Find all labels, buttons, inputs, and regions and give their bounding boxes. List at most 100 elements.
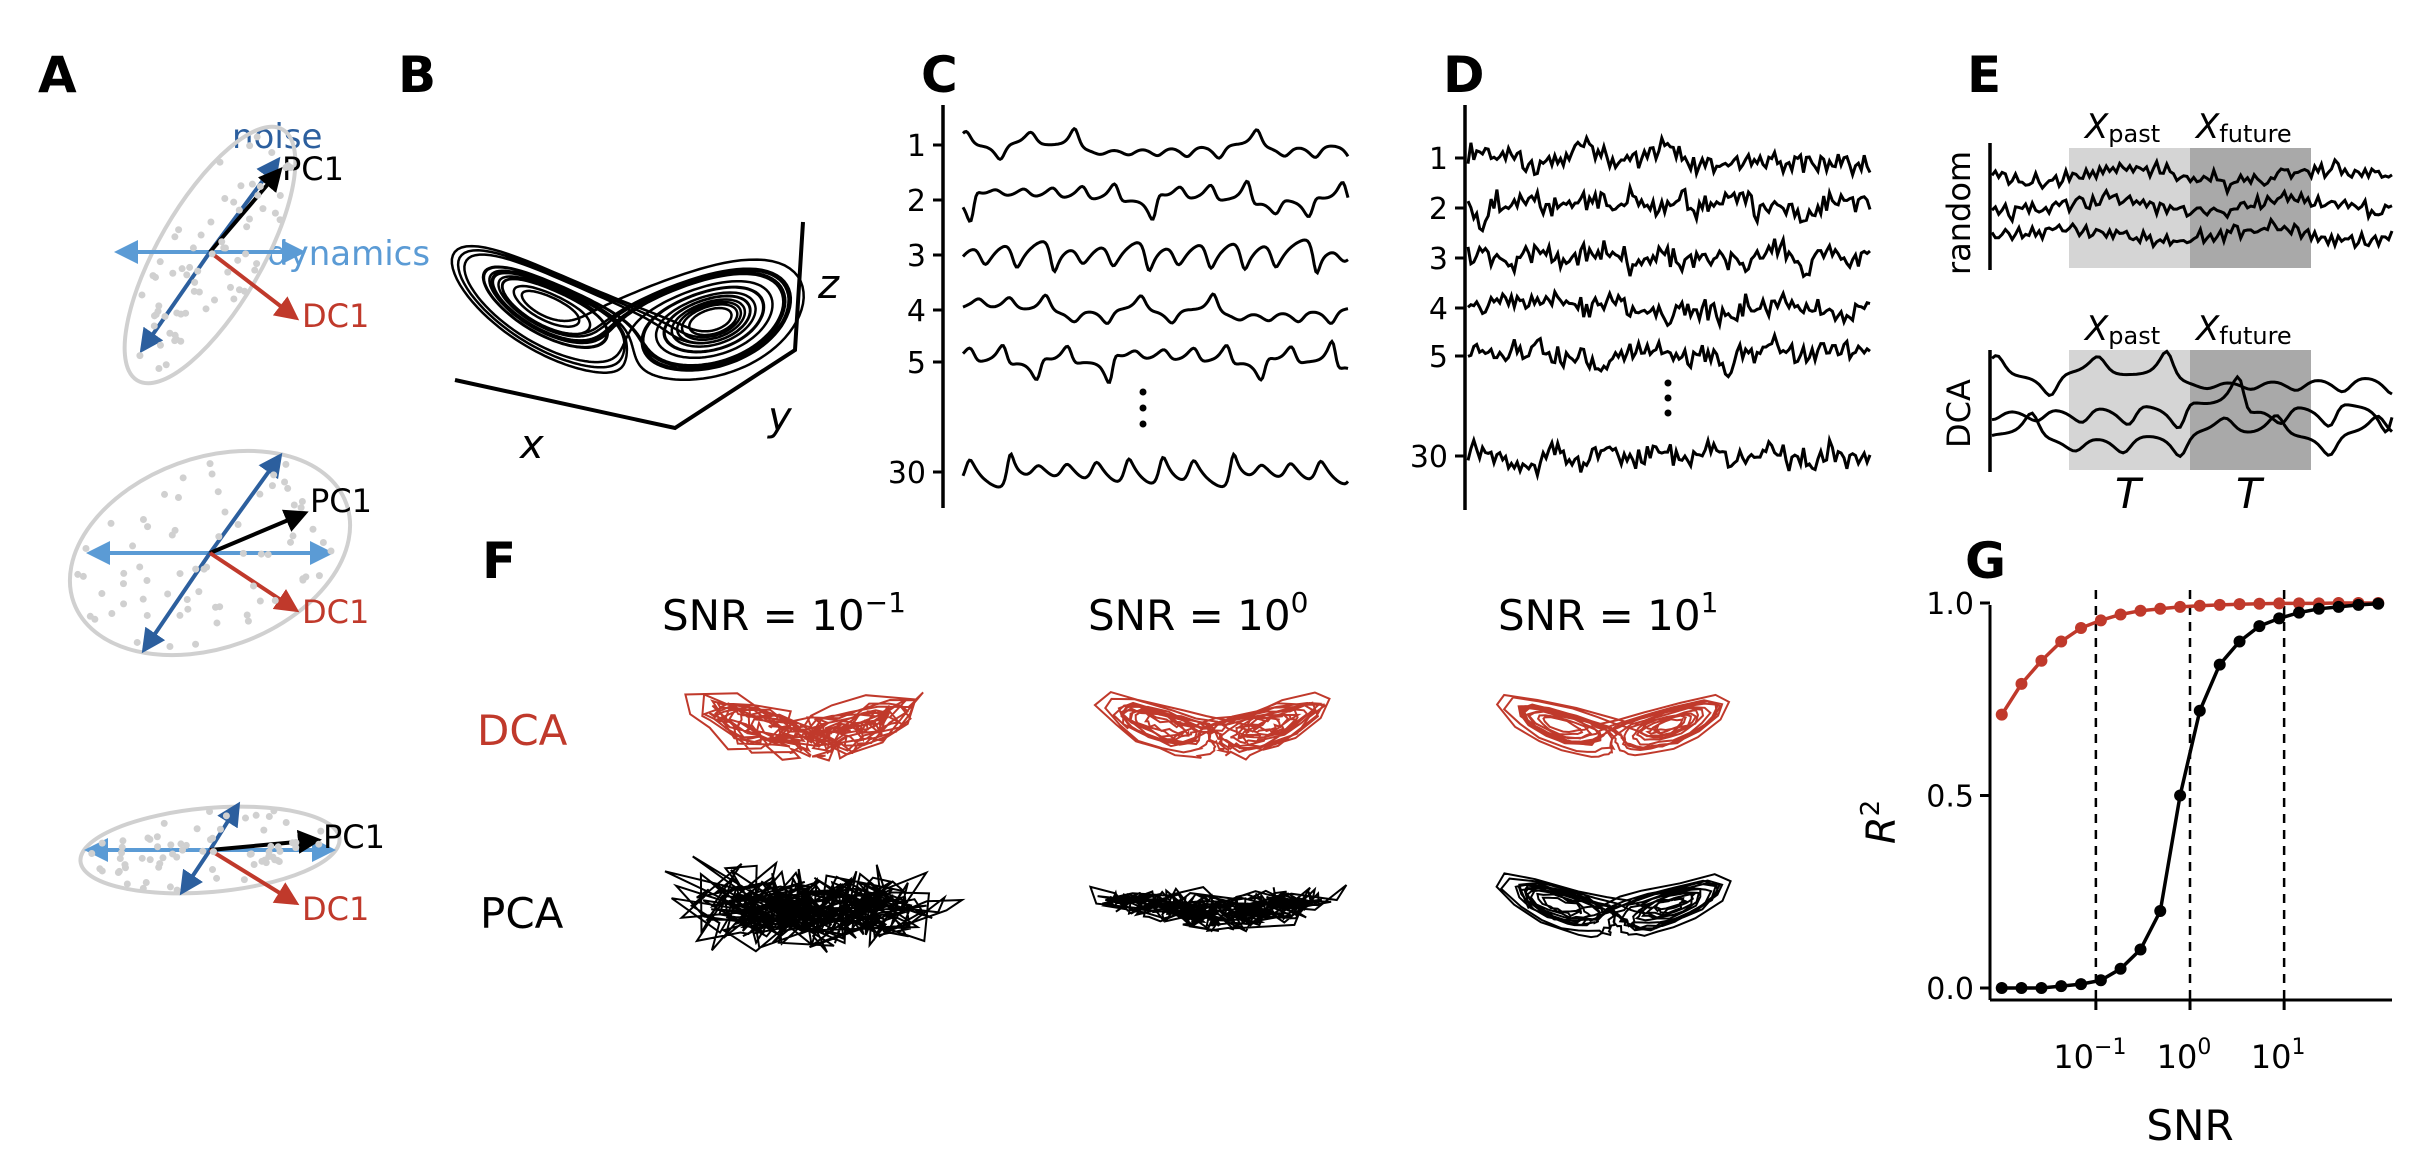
scatter-point: [159, 854, 167, 862]
scatter-point: [209, 834, 217, 842]
panel-letter-g: G: [1965, 532, 2006, 590]
trace-line: [1467, 330, 1871, 379]
scatter-point: [240, 876, 248, 884]
3d-axes: [454, 221, 805, 431]
c-lines: [961, 126, 1350, 489]
panel-letter-f: F: [482, 532, 516, 590]
scatter-point: [175, 226, 183, 234]
scatter-point: [98, 590, 106, 598]
scatter-point: [218, 238, 226, 246]
scatter-point: [222, 812, 230, 820]
scatter-point: [249, 582, 257, 590]
y-tick-label: 0.5: [1926, 780, 1974, 815]
scatter-point: [156, 258, 164, 266]
g-series: [1995, 597, 2385, 994]
scatter-point: [241, 814, 249, 822]
scatter-point: [230, 198, 238, 206]
x-future-label: Xfuture: [2194, 309, 2292, 350]
scatter-point: [114, 869, 122, 877]
panel-a-ellipse-1: PC1 DC1: [114, 124, 369, 386]
scatter-point: [79, 572, 87, 580]
scatter-point: [208, 470, 216, 478]
scatter-point: [271, 209, 279, 217]
e-trace: [1991, 411, 2394, 459]
scatter-point: [178, 265, 186, 273]
scatter-point: [166, 883, 174, 891]
trace-line: [961, 238, 1349, 276]
scatter-point: [244, 617, 252, 625]
e-trace: [1990, 157, 2393, 197]
scatter-point: [166, 642, 174, 650]
scatter-point: [213, 619, 221, 627]
f-attractor-plot: [1088, 884, 1348, 933]
scatter-point: [221, 508, 229, 516]
snr-col-title-2: SNR = 100: [1088, 586, 1308, 640]
data-point: [2015, 982, 2028, 994]
scatter-point: [154, 843, 162, 851]
scatter-point: [247, 850, 255, 858]
scatter-point: [265, 848, 273, 856]
scatter-point: [195, 588, 203, 596]
channel-label: 30: [1410, 440, 1448, 475]
data-point: [2035, 654, 2048, 667]
scatter-point: [252, 811, 260, 819]
snr-col-title-3: SNR = 101: [1498, 586, 1718, 640]
channel-label: 2: [1429, 192, 1448, 227]
scatter-point: [281, 478, 289, 486]
data-point: [2134, 604, 2147, 617]
trace-line: [961, 126, 1350, 162]
data-point: [2193, 704, 2206, 717]
scatter-point: [192, 640, 200, 648]
panel-c-traces: 1 2 3 4 5 30: [888, 105, 1350, 508]
scatter-point: [264, 551, 272, 559]
scatter-point: [317, 827, 325, 835]
panel-letter-c: C: [921, 46, 958, 104]
g-yticks: 0.0 0.5 1.0: [1926, 587, 1990, 1007]
g-x-axis-title: SNR: [2146, 1101, 2233, 1150]
channel-label: 4: [907, 294, 926, 329]
scatter-point: [274, 843, 282, 851]
panel-letter-a: A: [38, 46, 77, 104]
scatter-point: [298, 497, 306, 505]
data-point: [2035, 982, 2048, 994]
panel-g-chart: 0.0 0.5 1.0 10−1 100 101 SNR R2: [1856, 587, 2392, 1150]
dc1-label: DC1: [302, 593, 369, 631]
d-ticks: [1455, 156, 1465, 458]
scatter-point: [260, 826, 268, 834]
scatter-point: [183, 596, 191, 604]
scatter-point: [133, 638, 141, 646]
data-point: [2213, 598, 2226, 611]
scatter-point: [189, 244, 197, 252]
scatter-point: [256, 490, 264, 498]
scatter-point: [253, 133, 261, 141]
scatter-point: [164, 590, 172, 598]
trace-line: [962, 292, 1349, 325]
scatter-point: [156, 341, 164, 349]
scatter-point: [177, 840, 185, 848]
pc1-label: PC1: [323, 818, 385, 856]
data-point: [2055, 980, 2068, 993]
scatter-point: [176, 570, 184, 578]
scatter-point: [276, 216, 284, 224]
scatter-point: [123, 880, 131, 888]
g-vlines: [2094, 590, 2286, 1000]
scatter-point: [241, 287, 249, 295]
scatter-point: [243, 223, 251, 231]
scatter-point: [209, 848, 217, 856]
scatter-point: [243, 611, 251, 619]
panel-e-dca: DCA Xpast Xfuture T T: [1940, 309, 2394, 518]
scatter-point: [226, 283, 234, 291]
data-point: [1995, 708, 2008, 721]
scatter-point: [299, 575, 307, 583]
scatter-point: [253, 260, 261, 268]
scatter-point: [315, 572, 323, 580]
data-point: [2114, 962, 2127, 975]
scatter-point: [256, 597, 264, 605]
channel-label: 30: [888, 456, 926, 491]
scatter-point: [191, 278, 199, 286]
scatter-point: [234, 521, 242, 529]
data-point: [2154, 905, 2167, 917]
x-past-label: Xpast: [2083, 107, 2160, 148]
scatter-point: [179, 474, 187, 482]
